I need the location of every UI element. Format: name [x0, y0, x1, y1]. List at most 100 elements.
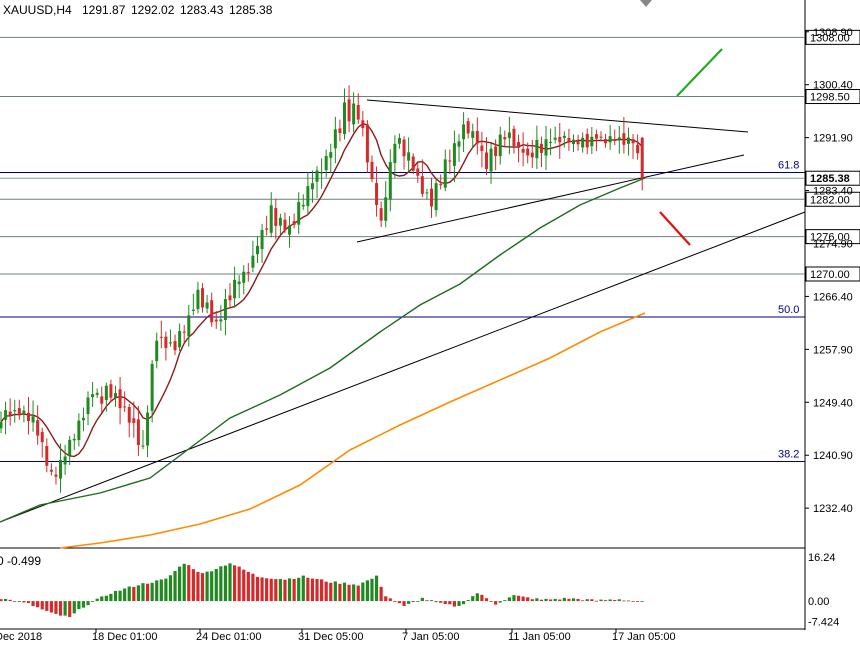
oscillator-bar [150, 582, 154, 602]
oscillator-bar [576, 599, 580, 602]
oscillator-bar [178, 566, 182, 602]
candle-body [8, 411, 12, 416]
candle-body [86, 397, 90, 415]
candle-body [150, 363, 154, 411]
candle-body [457, 141, 461, 147]
oscillator-bar [352, 584, 356, 602]
candle-body [375, 182, 379, 205]
candle-body [636, 144, 640, 154]
candle-body [526, 148, 530, 156]
oscillator-bar [306, 577, 310, 602]
candle-body [68, 439, 72, 456]
oscillator-bar [22, 601, 26, 603]
oscillator-bar [365, 580, 369, 602]
candle-body [155, 340, 159, 362]
candle-body [36, 420, 40, 436]
candle-body [333, 129, 337, 149]
oscillator-bar [617, 599, 621, 602]
oscillator-bar [342, 582, 347, 602]
candle-body [365, 124, 369, 163]
candle-body [114, 393, 117, 398]
oscillator-bar [8, 599, 12, 602]
oscillator-bar [434, 601, 438, 603]
oscillator-bar [77, 601, 81, 610]
oscillator-bar [553, 598, 557, 602]
candle-body [91, 394, 95, 398]
candle-body [292, 221, 296, 225]
candle-body [604, 139, 608, 144]
oscillator-bar [457, 601, 461, 606]
candle-body [109, 384, 113, 398]
close-value: 1285.38 [229, 3, 273, 17]
oscillator-bar [315, 578, 319, 602]
candle-body [31, 416, 35, 423]
candle-body [196, 289, 200, 310]
candle-body [201, 288, 205, 308]
oscillator-bar [549, 599, 553, 602]
candle-body [329, 152, 333, 158]
oscillator-bar [95, 598, 99, 602]
x-tick-label: 17 Jan 05:00 [612, 631, 676, 643]
candle-body [452, 143, 456, 166]
oscillator-bar [603, 600, 608, 602]
oscillator-bar [260, 577, 264, 602]
candle-body [22, 410, 26, 415]
oscillator-bar [265, 578, 269, 602]
oscillator-bar [187, 565, 191, 602]
oscillator-bar [599, 599, 603, 602]
candle-body [237, 281, 241, 285]
candle-body [352, 103, 356, 125]
candle-body [489, 148, 493, 172]
oscillator-bar [407, 601, 411, 604]
price-level-label: 1282.00 [810, 194, 850, 206]
oscillator-bar [72, 601, 76, 614]
candle-body [310, 183, 314, 190]
oscillator-bar [251, 573, 255, 602]
candle-body [430, 188, 434, 207]
candle-body [439, 184, 443, 186]
candle-body [521, 148, 525, 153]
oscillator-bar [155, 580, 159, 602]
bullish-projection-arrow [676, 48, 723, 97]
candle-body [223, 299, 227, 320]
oscillator-bar [58, 601, 63, 616]
candle-body [343, 102, 346, 135]
candle-body [494, 146, 498, 157]
oscillator-bar [562, 597, 566, 602]
oscillator-bar [443, 601, 447, 605]
oscillator-bar [182, 563, 186, 602]
oscillator-bar [631, 601, 635, 602]
candle-body [104, 385, 108, 401]
candle-body [347, 99, 351, 122]
x-tick-label: 24 Dec 01:00 [196, 631, 261, 643]
candle-body [146, 412, 150, 446]
x-tick-label: 31 Dec 05:00 [298, 631, 363, 643]
oscillator-bar [36, 601, 40, 608]
oscillator-bar [269, 578, 273, 602]
oscillator-bar [397, 601, 402, 604]
oscillator-bar [219, 566, 223, 602]
oscillator-bar [242, 569, 246, 602]
oscillator-bar [26, 601, 31, 604]
open-value: 1291.87 [82, 3, 126, 17]
candle-body [40, 431, 44, 443]
y-tick-label: 1300.40 [813, 80, 853, 92]
candle-body [288, 225, 292, 235]
price-level-label: 1270.00 [810, 269, 850, 281]
y-tick-label: 1291.90 [813, 133, 853, 145]
candle-body [567, 137, 571, 143]
oscillator-bar [567, 598, 571, 602]
oscillator-bar [420, 597, 424, 602]
candle-body [173, 341, 177, 351]
high-value: 1292.02 [131, 3, 175, 17]
price-level-tag [805, 266, 860, 282]
oscillator-bar [228, 563, 232, 602]
oscillator-bar [558, 599, 562, 602]
moving-average-mid [0, 177, 646, 523]
oscillator-bar [164, 578, 168, 602]
candle-body [507, 132, 511, 139]
candle-body [141, 445, 145, 447]
oscillator-bar [384, 596, 388, 602]
oscillator-bar [68, 601, 72, 617]
